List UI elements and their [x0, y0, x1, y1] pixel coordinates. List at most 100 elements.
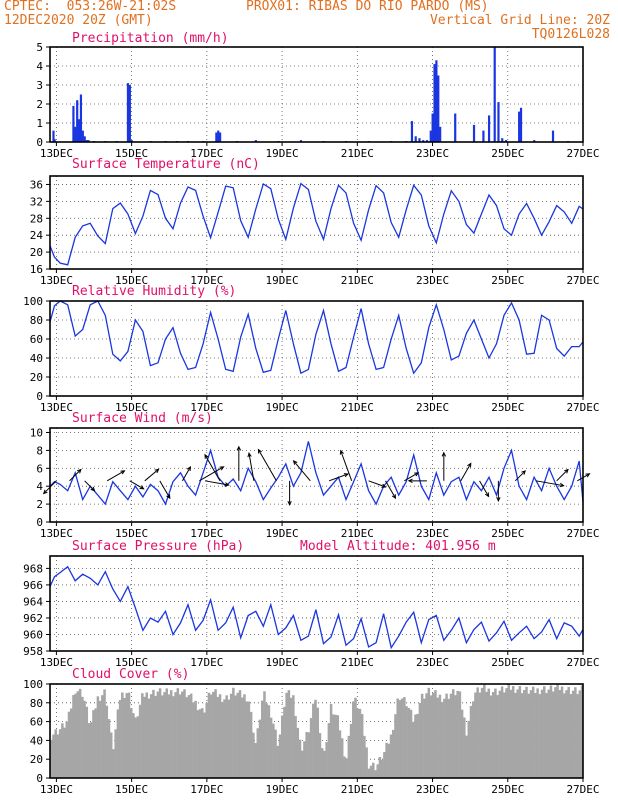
wind-arrow: [181, 466, 191, 482]
cloud-bar: [212, 691, 215, 778]
wind-arrow: [84, 480, 95, 492]
cloud-bar: [447, 698, 451, 778]
cloud-bar: [300, 750, 304, 778]
panel-6: 0 20 40 60 80 100 13DEC 15DEC 17DEC 19DEC 21DEC 23D…: [23, 667, 599, 796]
cloud-bar: [298, 739, 302, 778]
panel-title: Relative Humidity (%): [72, 284, 236, 299]
cloud-bar: [56, 734, 60, 778]
precip-bar: [299, 140, 303, 142]
precip-bar: [254, 140, 257, 142]
cloud-bar: [61, 723, 64, 778]
header-station-code: CPTEC: 053:26W-21:02S: [4, 0, 177, 14]
x-tick-label: 15DEC: [115, 527, 148, 540]
precip-bar: [130, 140, 133, 142]
precip-bar: [53, 139, 56, 142]
cloud-bar: [92, 710, 95, 778]
cloud-bar: [123, 697, 126, 778]
precip-bar: [414, 136, 417, 142]
precip-bar: [126, 83, 130, 142]
cloud-bar: [478, 692, 482, 778]
x-tick-label: 21DEC: [341, 274, 374, 287]
cloud-bar: [509, 689, 513, 778]
series-line: [49, 441, 584, 506]
panel-frame: [49, 683, 584, 779]
y-tick-label: 1: [36, 117, 43, 130]
x-tick-label: 25DEC: [491, 656, 524, 669]
cloud-bar: [323, 750, 326, 778]
cloud-bar: [389, 734, 393, 778]
precip-bar: [219, 132, 222, 142]
cloud-bar: [109, 732, 113, 778]
cloud-bar: [236, 692, 240, 778]
cloud-bar: [183, 689, 186, 778]
wind-arrow: [385, 480, 396, 499]
cloud-bar: [356, 708, 359, 778]
cloud-bar: [303, 741, 306, 778]
cloud-bar: [181, 691, 184, 778]
cloud-bar: [352, 701, 355, 778]
wind-arrow: [328, 473, 349, 482]
x-tick-label: 27DEC: [566, 656, 599, 669]
cloud-bar: [571, 690, 575, 778]
wind-arrow-head: [407, 478, 413, 484]
wind-arrow-head: [339, 449, 344, 455]
cloud-bar: [445, 693, 448, 778]
cloud-bar: [116, 709, 120, 778]
cloud-bar: [405, 706, 408, 778]
cloud-bar: [578, 690, 582, 778]
cloud-bar: [529, 690, 533, 778]
panel-title: Precipitation (mm/h): [72, 31, 229, 46]
cloud-bar: [227, 699, 231, 778]
cloud-bar: [285, 692, 288, 778]
cloud-bar: [514, 692, 517, 778]
x-tick-label: 13DEC: [40, 527, 73, 540]
cloud-bar: [274, 729, 277, 778]
precip-bar: [85, 140, 88, 142]
x-tick-label: 21DEC: [341, 401, 374, 414]
x-tick-label: 13DEC: [40, 656, 73, 669]
cloud-bar: [172, 696, 175, 778]
cloud-bar: [476, 687, 479, 778]
wind-arrow: [514, 470, 526, 482]
panel-frame: [49, 555, 584, 652]
header-model-code: TQ0126L028: [531, 27, 610, 42]
panel-2: 16 20 24 28 32 36 13DEC 15DEC 17DEC 19DEC 21DEC 23D…: [30, 157, 600, 287]
y-tick-label: 60: [30, 716, 43, 729]
x-tick-label: 15DEC: [115, 401, 148, 414]
precip-bar: [77, 119, 81, 142]
x-tick-label: 27DEC: [566, 274, 599, 287]
cloud-bar: [125, 693, 129, 778]
precip-bar: [79, 94, 83, 142]
x-tick-label: 19DEC: [266, 147, 299, 160]
y-tick-label: 5: [36, 41, 43, 54]
wind-arrow-head: [496, 496, 501, 502]
cloud-bar: [265, 703, 268, 778]
precip-bar: [493, 47, 496, 142]
cloud-bar: [418, 702, 422, 778]
x-tick-label: 17DEC: [190, 147, 223, 160]
cloud-bar: [438, 694, 442, 778]
y-tick-label: 28: [30, 212, 43, 225]
precip-bar: [533, 140, 536, 142]
cloud-bar: [161, 695, 164, 778]
x-tick-label: 23DEC: [416, 783, 449, 796]
cloud-bar: [305, 732, 308, 778]
cloud-bar: [307, 732, 311, 778]
y-tick-label: 20: [30, 371, 43, 384]
cloud-bar: [74, 693, 77, 778]
cloud-bar: [511, 686, 515, 778]
precip-bar: [52, 130, 55, 142]
y-tick-label: 36: [30, 178, 43, 191]
cloud-bar: [114, 729, 117, 778]
x-tick-label: 19DEC: [266, 401, 299, 414]
cloud-bar: [132, 713, 135, 778]
cloud-bar: [440, 702, 444, 778]
cloud-bar: [149, 694, 153, 778]
precip-bar: [128, 85, 131, 142]
wind-arrow-head: [585, 473, 591, 478]
x-tick-label: 21DEC: [341, 783, 374, 796]
y-tick-label: 966: [23, 579, 43, 592]
x-tick-label: 23DEC: [416, 527, 449, 540]
cloud-bar: [547, 689, 550, 778]
wind-arrow-head: [414, 472, 420, 477]
